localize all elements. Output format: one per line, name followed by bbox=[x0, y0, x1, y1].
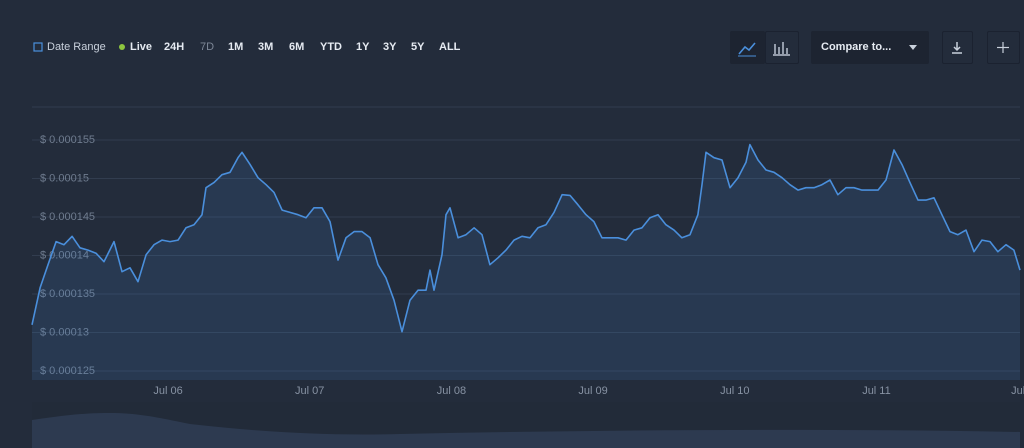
x-tick-label: Jul 09 bbox=[578, 385, 607, 397]
range-button[interactable]: YTD bbox=[320, 41, 342, 53]
compare-label[interactable]: Compare to... bbox=[821, 41, 892, 53]
x-tick-label: Jul bbox=[1011, 385, 1024, 397]
line-chart-button[interactable] bbox=[730, 31, 765, 64]
x-tick-label: Jul 06 bbox=[153, 385, 182, 397]
y-tick-label: $ 0.000125 bbox=[40, 365, 95, 377]
bar-chart-button[interactable] bbox=[765, 31, 799, 64]
series-line bbox=[31, 143, 1021, 333]
y-tick-label: $ 0.000155 bbox=[40, 134, 95, 146]
range-button[interactable]: 5Y bbox=[411, 41, 425, 53]
x-tick-label: Jul 08 bbox=[437, 385, 466, 397]
calendar-icon bbox=[33, 42, 43, 52]
toolbar-icons bbox=[33, 42, 125, 52]
fullscreen-button[interactable] bbox=[987, 31, 1020, 64]
y-tick-label: $ 0.000135 bbox=[40, 288, 95, 300]
series-area bbox=[32, 144, 1020, 380]
date-range[interactable]: Date Range bbox=[47, 41, 106, 53]
live-dot bbox=[119, 44, 125, 50]
y-tick-label: $ 0.000145 bbox=[40, 211, 95, 223]
range-button[interactable]: 24H bbox=[164, 41, 185, 53]
x-tick-label: Jul 11 bbox=[862, 385, 891, 397]
range-button[interactable]: 7D bbox=[200, 41, 215, 53]
range-button[interactable]: 6M bbox=[289, 41, 305, 53]
live[interactable]: Live bbox=[130, 41, 153, 53]
range-button[interactable]: ALL bbox=[439, 41, 461, 53]
download-button[interactable] bbox=[942, 31, 973, 64]
x-tick-label: Jul 10 bbox=[720, 385, 749, 397]
range-button[interactable]: 1M bbox=[228, 41, 244, 53]
y-tick-label: $ 0.00015 bbox=[40, 172, 89, 184]
navigator-area bbox=[32, 413, 1020, 448]
range-button[interactable]: 1Y bbox=[356, 41, 370, 53]
navigator bbox=[32, 402, 1020, 448]
x-tick-label: Jul 07 bbox=[295, 385, 324, 397]
range-button[interactable]: 3M bbox=[258, 41, 274, 53]
y-tick-label: $ 0.00013 bbox=[40, 326, 89, 338]
range-button[interactable]: 3Y bbox=[383, 41, 397, 53]
